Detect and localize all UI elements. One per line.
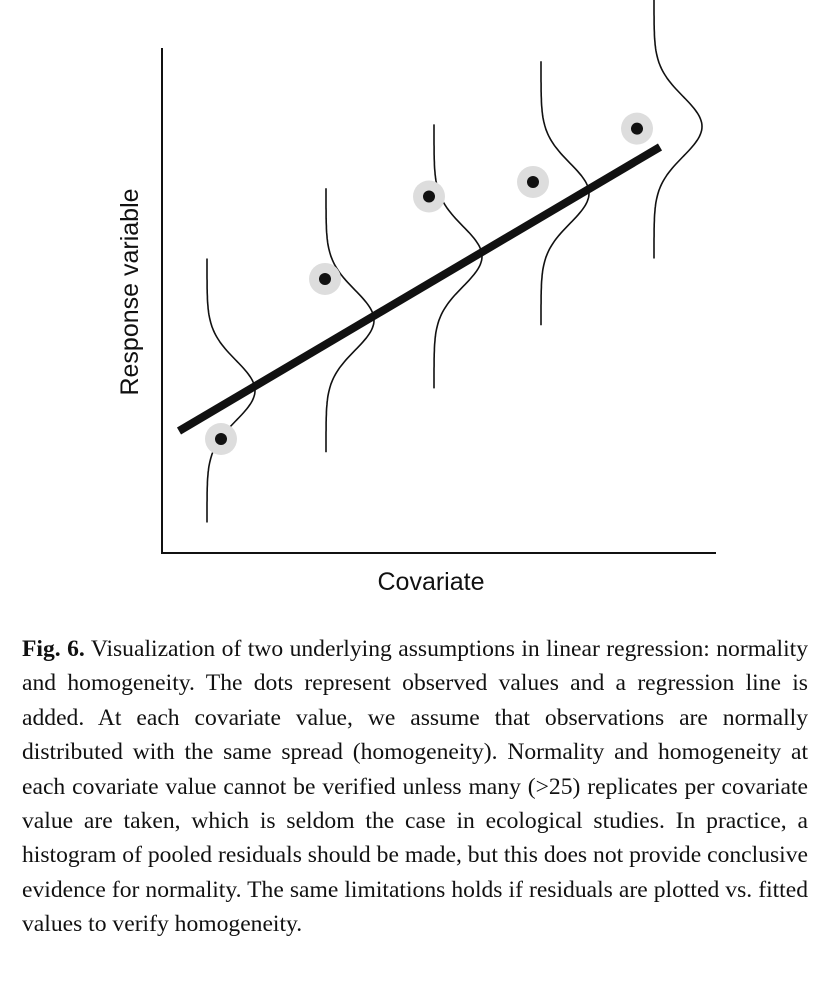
figure-caption: Fig. 6. Visualization of two underlying …: [22, 632, 808, 942]
observation-dot-1: [215, 433, 227, 445]
normal-distribution-curves: [206, 0, 703, 523]
observation-dot-4: [527, 175, 539, 188]
caption-text: Visualization of two underlying assumpti…: [22, 636, 808, 938]
distribution-curve-5: [653, 0, 703, 259]
observation-dot-2: [319, 272, 331, 285]
observation-dot-5: [631, 122, 643, 135]
observed-values: [205, 112, 653, 455]
caption-label: Fig. 6.: [22, 636, 85, 662]
y-axis-label: Response variable: [116, 188, 144, 395]
observation-dot-3: [423, 190, 435, 203]
x-axis-label: Covariate: [378, 568, 485, 596]
regression-line: [176, 143, 663, 435]
regression-assumptions-diagram: Covariate Response variable: [116, 0, 716, 596]
